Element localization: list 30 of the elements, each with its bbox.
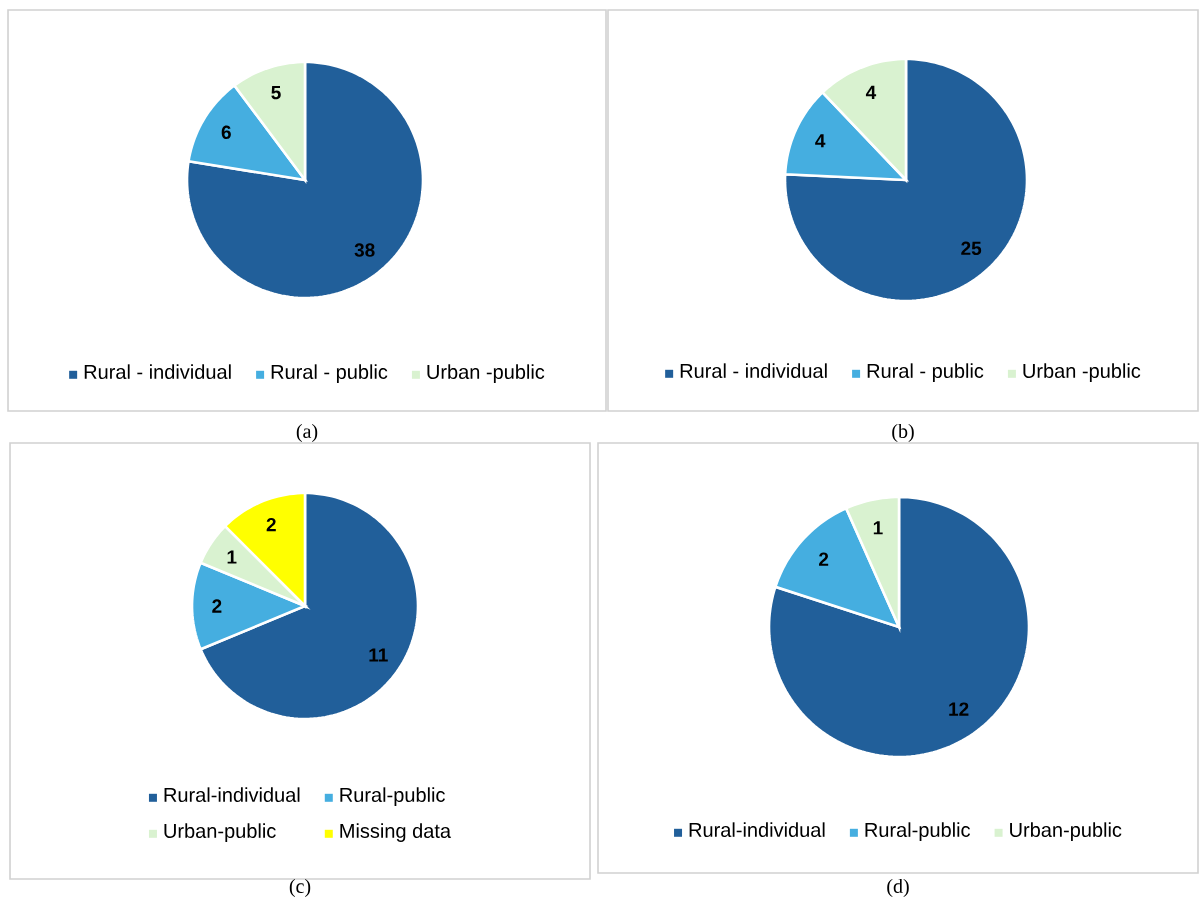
data-label: 2 xyxy=(212,599,222,613)
text: (b) xyxy=(892,423,914,443)
legend-label: Rural-public xyxy=(340,787,445,806)
legend-label: Rural - public xyxy=(271,364,388,383)
legend-label: Rural-public xyxy=(865,822,971,841)
data-label: 2 xyxy=(266,517,276,532)
legend-label: Rural - individual xyxy=(680,363,827,378)
legend-label: Rural-individual xyxy=(689,822,825,837)
legend-label: Urban -public xyxy=(1023,363,1141,382)
data-label: 6 xyxy=(221,125,231,140)
legend-label: Rural - public xyxy=(867,363,984,382)
text: (d) xyxy=(887,878,909,898)
data-label: 25 xyxy=(961,241,982,256)
data-label: 11 xyxy=(369,648,388,662)
data-label: 1 xyxy=(227,550,237,564)
data-label: 38 xyxy=(354,243,375,257)
data-label: 4 xyxy=(815,134,826,148)
text: (c) xyxy=(289,878,311,898)
legend-label: Urban-public xyxy=(1010,822,1122,841)
legend-label: Rural-individual xyxy=(164,787,300,802)
data-label: 5 xyxy=(271,86,281,100)
legend-label: Urban -public xyxy=(427,364,545,383)
data-label: 12 xyxy=(949,702,969,716)
legend-label: Rural - individual xyxy=(84,364,231,379)
data-label: 4 xyxy=(865,85,877,99)
legend-label: Urban-public xyxy=(164,823,276,842)
legend-label: Missing data xyxy=(340,823,452,842)
data-label: 1 xyxy=(873,521,883,535)
text: (a) xyxy=(296,423,318,443)
data-label: 2 xyxy=(819,552,829,566)
